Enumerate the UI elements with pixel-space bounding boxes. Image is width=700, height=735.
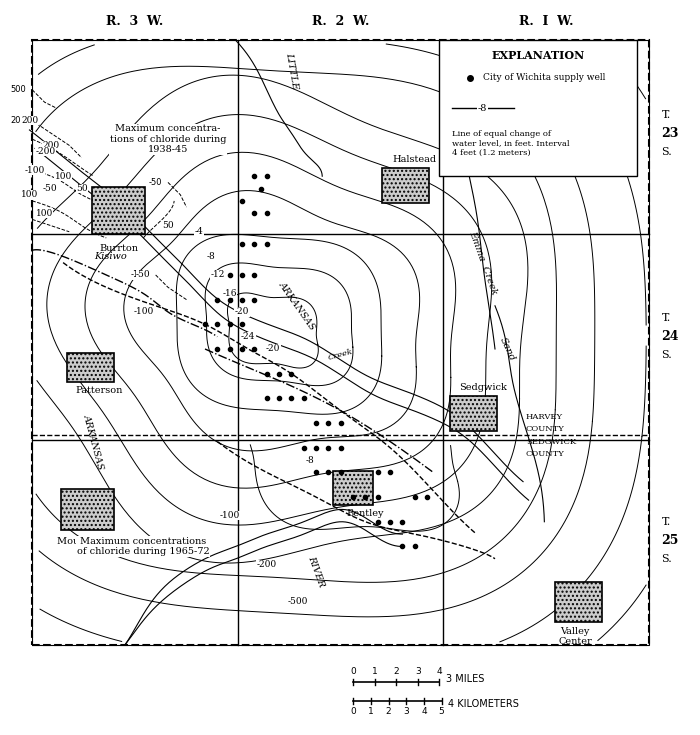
Text: City of Wichita supply well: City of Wichita supply well [483, 73, 605, 82]
Text: LITTLE: LITTLE [284, 52, 299, 90]
Text: 50: 50 [76, 184, 88, 193]
FancyBboxPatch shape [61, 489, 114, 530]
Text: 5: 5 [439, 707, 444, 716]
Text: -8: -8 [206, 252, 216, 261]
Text: -4: -4 [195, 227, 203, 236]
Text: 500: 500 [10, 85, 26, 94]
Text: Valley
Center: Valley Center [559, 627, 592, 646]
Text: ARKANSAS: ARKANSAS [82, 413, 106, 470]
Text: 4: 4 [421, 707, 427, 716]
Text: -50: -50 [42, 184, 57, 193]
Text: COUNTY: COUNTY [526, 450, 565, 458]
Text: Burrton: Burrton [99, 244, 138, 253]
Text: Sand: Sand [498, 336, 517, 362]
Text: 100: 100 [36, 209, 53, 218]
Text: 24: 24 [662, 330, 679, 343]
Text: 23: 23 [662, 126, 679, 140]
Text: 25: 25 [662, 534, 679, 547]
Text: 50: 50 [162, 221, 174, 230]
Bar [32, 40, 650, 645]
Text: 4 KILOMETERS: 4 KILOMETERS [448, 699, 519, 709]
Bar [32, 40, 650, 645]
Text: R.  2  W.: R. 2 W. [312, 15, 370, 28]
Text: 3 MILES: 3 MILES [446, 674, 484, 684]
Text: Maximum concentra-
tions of chloride during
1938-45: Maximum concentra- tions of chloride dur… [110, 124, 226, 154]
Text: -100: -100 [25, 165, 45, 174]
Text: S.: S. [662, 146, 672, 157]
Text: -20: -20 [234, 307, 249, 317]
Text: 2: 2 [393, 667, 399, 676]
Text: T.: T. [662, 517, 671, 527]
Text: T.: T. [662, 110, 671, 120]
Text: S.: S. [662, 553, 672, 564]
Text: S.: S. [662, 350, 672, 360]
Bar [440, 40, 637, 176]
Text: -12: -12 [210, 270, 225, 279]
Text: -100: -100 [131, 270, 150, 279]
Text: 100: 100 [21, 190, 38, 199]
Text: 4: 4 [437, 667, 442, 676]
Text: 200: 200 [21, 116, 38, 125]
Text: -50: -50 [136, 270, 150, 279]
Text: 3: 3 [403, 707, 409, 716]
FancyBboxPatch shape [332, 470, 373, 505]
Text: Emma  Creek: Emma Creek [467, 229, 498, 295]
Text: 1: 1 [368, 707, 374, 716]
Text: HARVEY: HARVEY [526, 413, 563, 421]
Text: Halstead: Halstead [393, 155, 437, 164]
Text: RIVER: RIVER [306, 554, 326, 588]
Text: Patterson: Patterson [76, 386, 122, 395]
Text: EXPLANATION: EXPLANATION [491, 50, 584, 61]
FancyBboxPatch shape [555, 581, 602, 623]
Text: Maximum concentrations
of chloride during 1965-72: Maximum concentrations of chloride durin… [77, 537, 210, 556]
FancyBboxPatch shape [450, 396, 497, 431]
Text: Creek: Creek [328, 348, 354, 362]
Text: COUNTY: COUNTY [526, 426, 565, 433]
Text: 0: 0 [350, 707, 356, 716]
FancyBboxPatch shape [382, 168, 429, 203]
Text: SEDGWICK: SEDGWICK [526, 437, 576, 445]
FancyBboxPatch shape [67, 354, 114, 381]
Text: 200: 200 [10, 116, 26, 125]
Text: -20: -20 [266, 345, 280, 354]
Text: -8: -8 [478, 104, 487, 113]
Text: Mount Hope: Mount Hope [57, 537, 119, 546]
Text: Sedgwick: Sedgwick [458, 383, 507, 392]
Text: 0: 0 [350, 667, 356, 676]
Text: 200: 200 [42, 141, 60, 150]
Text: R.  3  W.: R. 3 W. [106, 15, 164, 28]
Text: -200: -200 [35, 147, 55, 156]
Text: R.  I  W.: R. I W. [519, 15, 573, 28]
Text: -200: -200 [257, 561, 276, 570]
Text: ARKANSAS: ARKANSAS [277, 280, 318, 331]
Text: T.: T. [662, 313, 671, 323]
Text: -500: -500 [288, 598, 308, 606]
Text: -100: -100 [220, 511, 240, 520]
Text: 3: 3 [415, 667, 421, 676]
Text: Line of equal change of
water level, in feet. Interval
4 feet (1.2 meters): Line of equal change of water level, in … [452, 130, 569, 157]
Text: 2: 2 [386, 707, 391, 716]
Text: -8: -8 [305, 456, 314, 465]
Text: Kisiwo: Kisiwo [94, 252, 127, 261]
Text: 100: 100 [55, 172, 71, 181]
Text: Bentley: Bentley [346, 509, 384, 518]
Text: -100: -100 [133, 307, 153, 317]
Text: -24: -24 [241, 332, 256, 341]
FancyBboxPatch shape [92, 187, 145, 234]
Text: -50: -50 [148, 178, 162, 187]
Text: 1: 1 [372, 667, 377, 676]
Text: -16: -16 [223, 289, 237, 298]
